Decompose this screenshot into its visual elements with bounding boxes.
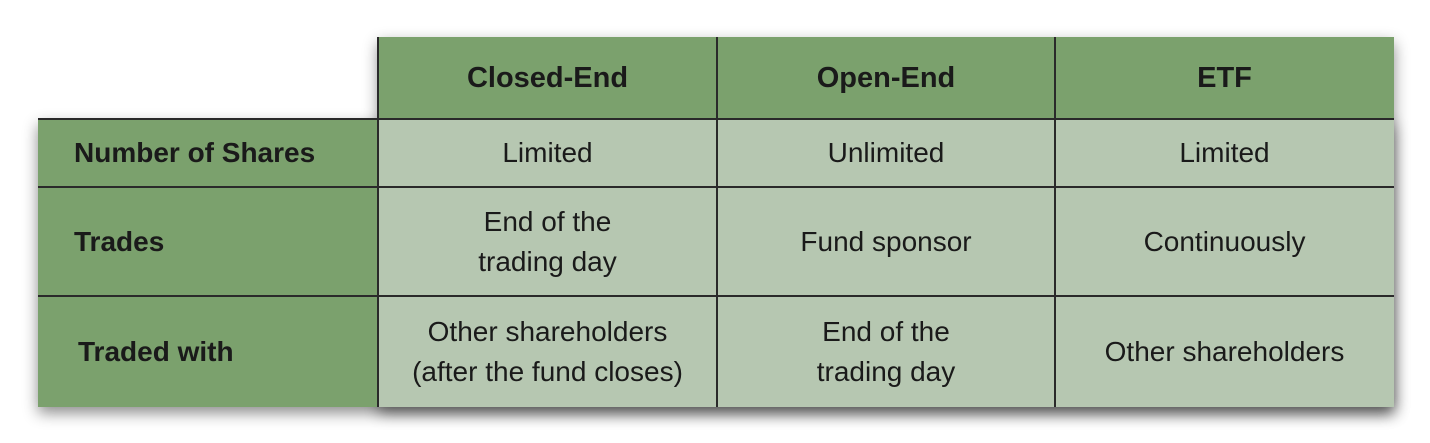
grid-line: [1054, 37, 1056, 407]
grid-line: [38, 186, 1394, 188]
grid-line: [716, 37, 718, 407]
cell-text-line: trading day: [816, 355, 956, 387]
cell-text-line: Other shareholders: [427, 315, 668, 347]
cell-text: Limited: [1179, 137, 1270, 168]
table-cell: Fund sponsor: [717, 187, 1055, 296]
cell-text: Fund sponsor: [800, 225, 972, 257]
row-header-number-of-shares: Number of Shares: [38, 119, 378, 187]
table-cell: Limited: [1055, 119, 1394, 187]
table-cell: End of the trading day: [717, 296, 1055, 407]
cell-text-line: trading day: [478, 245, 617, 277]
row-header-label: Number of Shares: [74, 137, 316, 168]
cell-text-line: End of the: [822, 315, 950, 347]
row-header-trades: Trades: [38, 187, 378, 296]
row-header-label: Trades: [74, 225, 165, 257]
column-header-label: Closed-End: [466, 61, 629, 94]
column-header-label: ETF: [1197, 61, 1252, 94]
table-cell: Limited: [378, 119, 717, 187]
table-cell: Continuously: [1055, 187, 1394, 296]
table-cell: End of the trading day: [378, 187, 717, 296]
column-header-label: Open-End: [816, 61, 956, 94]
cell-text-line: End of the: [483, 205, 612, 237]
column-header-closed-end: Closed-End: [378, 37, 717, 119]
grid-line: [38, 295, 1394, 297]
row-header-traded-with: Traded with: [38, 296, 378, 407]
table-cell: Unlimited: [717, 119, 1055, 187]
row-header-label: Traded with: [78, 335, 234, 367]
cell-text-line: (after the fund closes): [412, 355, 683, 387]
cell-text: Continuously: [1143, 225, 1306, 257]
grid-line: [38, 118, 1394, 120]
cell-text: Unlimited: [827, 137, 945, 168]
cell-text: Limited: [502, 137, 593, 168]
grid-line: [377, 37, 379, 407]
table-cell: Other shareholders (after the fund close…: [378, 296, 717, 407]
column-header-etf: ETF: [1055, 37, 1394, 119]
column-header-open-end: Open-End: [717, 37, 1055, 119]
cell-text: Other shareholders: [1104, 335, 1345, 367]
table-cell: Other shareholders: [1055, 296, 1394, 407]
